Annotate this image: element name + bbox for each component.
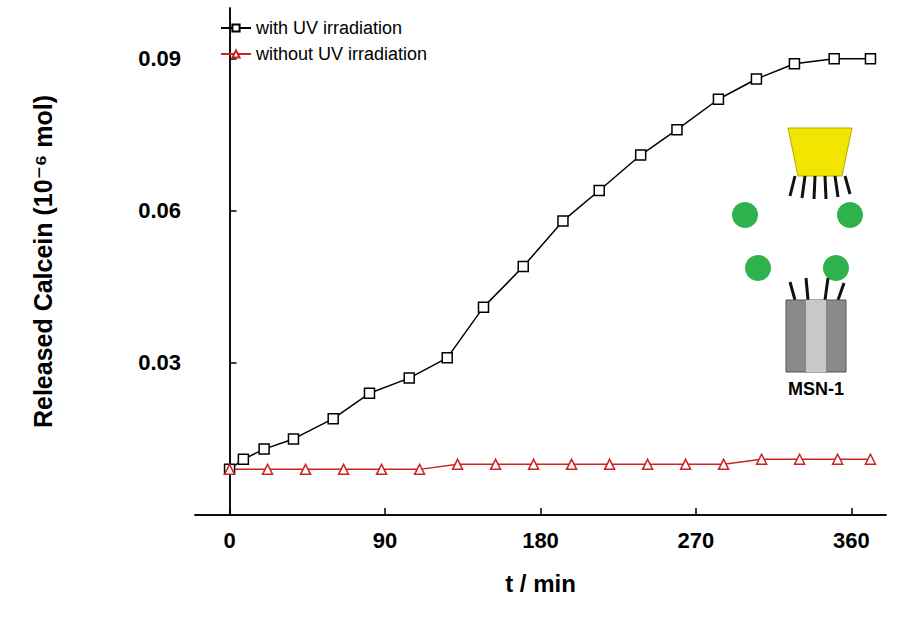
svg-text:90: 90 xyxy=(373,528,397,553)
svg-text:without UV irradiation: without UV irradiation xyxy=(255,44,427,64)
svg-text:with UV irradiation: with UV irradiation xyxy=(255,18,402,38)
svg-text:MSN-1: MSN-1 xyxy=(788,379,844,399)
svg-text:360: 360 xyxy=(833,528,870,553)
svg-text:0: 0 xyxy=(223,528,235,553)
svg-text:270: 270 xyxy=(678,528,715,553)
svg-text:Released Calcein (10⁻⁶ mol): Released Calcein (10⁻⁶ mol) xyxy=(29,95,57,428)
svg-text:0.03: 0.03 xyxy=(138,350,181,375)
svg-text:t / min: t / min xyxy=(505,570,576,597)
svg-text:180: 180 xyxy=(522,528,559,553)
svg-text:0.09: 0.09 xyxy=(138,46,181,71)
svg-text:0.06: 0.06 xyxy=(138,198,181,223)
